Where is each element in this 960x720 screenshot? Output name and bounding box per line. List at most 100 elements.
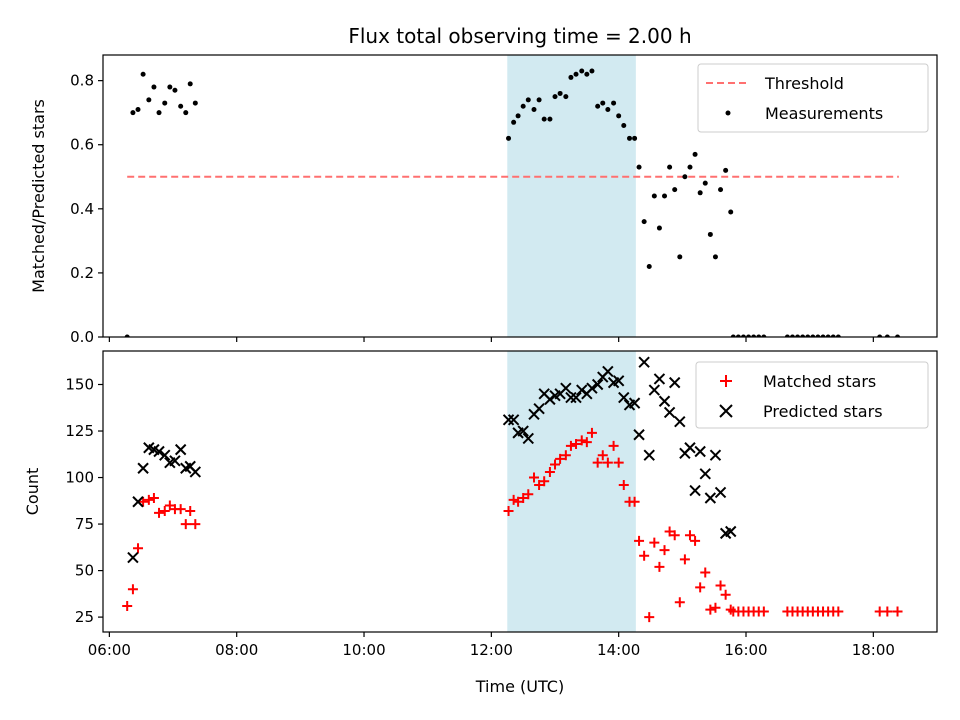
data-point [735, 334, 741, 337]
data-point [658, 395, 671, 407]
data-point [560, 382, 572, 394]
data-point [159, 449, 171, 461]
data-point [122, 600, 133, 611]
data-point [656, 225, 662, 231]
data-point [550, 459, 561, 470]
data-point [723, 167, 729, 173]
data-point [695, 582, 706, 593]
data-point [884, 334, 890, 337]
data-point [634, 535, 645, 546]
data-point [571, 439, 582, 450]
data-point [649, 537, 660, 548]
data-point [591, 378, 604, 391]
data-point [795, 334, 801, 337]
data-point [613, 457, 624, 468]
data-point [185, 506, 196, 517]
data-point [520, 103, 526, 109]
data-point [833, 606, 844, 617]
data-point [568, 74, 574, 80]
data-point [190, 519, 201, 530]
data-point [164, 500, 175, 511]
data-point [579, 68, 585, 74]
data-point [518, 493, 529, 504]
y-tick-label: 125 [65, 422, 94, 440]
data-point [137, 462, 149, 474]
y-axis-label: Matched/Predicted stars [29, 99, 48, 293]
data-point [720, 589, 731, 600]
y-tick-label: 100 [65, 469, 94, 487]
data-point [573, 71, 579, 77]
data-point [667, 164, 673, 170]
data-point [586, 427, 597, 438]
data-point [651, 193, 657, 199]
data-point [586, 382, 598, 394]
data-point [127, 584, 138, 595]
x-tick-label: 14:00 [597, 641, 640, 659]
data-point [835, 334, 841, 337]
data-point [815, 334, 821, 337]
data-point [638, 356, 650, 368]
data-point [189, 466, 202, 478]
bottom-panel: 06:00 08:00 10:00 12:00 14:00 16:00 18:00 25 50 7… [23, 350, 938, 659]
data-point [646, 264, 652, 269]
data-point [707, 231, 713, 237]
y-tick-label: 0.6 [70, 136, 94, 154]
data-point [592, 457, 603, 468]
y-tick-label: 0.2 [70, 264, 94, 282]
data-point [174, 443, 187, 456]
data-point [576, 435, 587, 446]
data-point [169, 455, 181, 467]
data-point [547, 116, 553, 122]
data-point [618, 479, 629, 490]
legend-label: Measurements [765, 104, 883, 123]
data-point [503, 506, 514, 517]
data-point [135, 106, 141, 112]
x-tick-label: 06:00 [88, 641, 131, 659]
data-point [672, 187, 678, 193]
data-point [154, 507, 165, 518]
data-point [600, 100, 606, 106]
data-point [820, 334, 826, 337]
y-tick-label: 75 [75, 515, 94, 533]
data-point [653, 373, 666, 385]
x-tick-label: 08:00 [215, 641, 258, 659]
data-point [682, 174, 688, 180]
data-point [563, 94, 569, 100]
data-point [704, 492, 717, 504]
y-tick-label: 0.8 [70, 72, 94, 90]
data-point [621, 123, 627, 128]
data-point [525, 97, 531, 103]
data-point [146, 97, 152, 103]
data-point [714, 486, 727, 499]
data-point [784, 334, 790, 337]
data-point [148, 493, 159, 504]
data-point [517, 425, 529, 437]
data-point [151, 84, 157, 90]
data-point [679, 554, 690, 565]
data-point [531, 106, 537, 112]
series-measurements [124, 68, 901, 337]
data-point [153, 445, 165, 458]
legend-label: Predicted stars [763, 402, 883, 421]
x-tick-label: 12:00 [470, 641, 513, 659]
data-point [877, 334, 883, 337]
data-point [758, 606, 769, 617]
data-point [612, 375, 625, 387]
data-point [664, 526, 675, 537]
chart-title: Flux total observing time = 2.00 h [348, 24, 691, 48]
y-tick-label: 150 [65, 375, 94, 393]
data-point [513, 496, 524, 507]
observing-window-band [507, 55, 636, 337]
data-point [589, 68, 595, 74]
data-point [143, 494, 154, 505]
data-point [595, 103, 601, 109]
data-point [662, 193, 668, 199]
data-point [529, 472, 540, 483]
data-point [544, 466, 555, 477]
data-point [611, 100, 617, 106]
data-point [805, 334, 811, 337]
data-point [687, 164, 693, 170]
data-point [715, 580, 726, 591]
data-point [167, 84, 173, 90]
